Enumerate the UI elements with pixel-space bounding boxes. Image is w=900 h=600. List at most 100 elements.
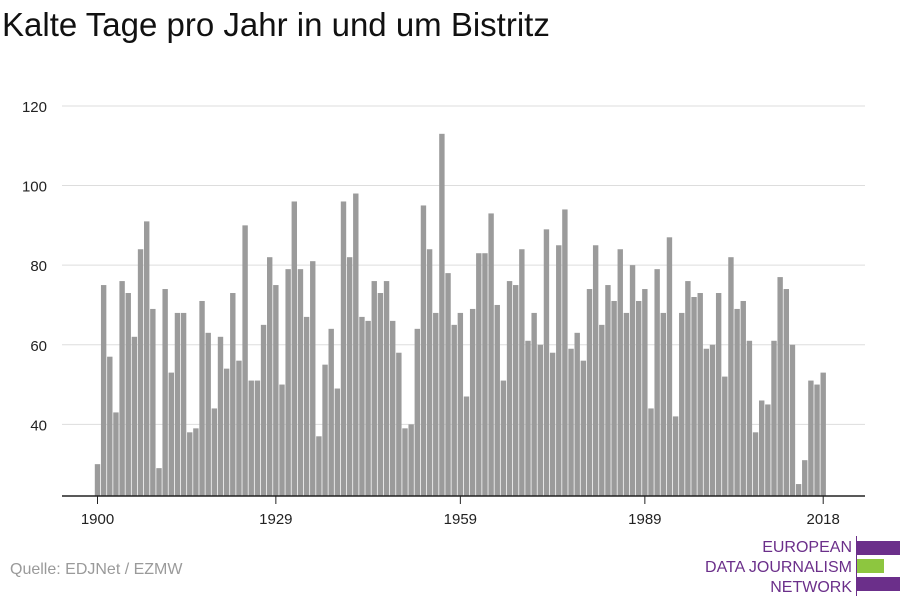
bar	[562, 209, 568, 496]
bar	[100, 285, 107, 496]
source-note: Quelle: EDJNet / EZMW	[10, 561, 183, 578]
bar	[623, 312, 630, 496]
bar	[113, 412, 119, 496]
bar	[107, 356, 113, 496]
bar	[734, 308, 740, 496]
bar	[193, 428, 199, 496]
y-tick-labels: 40 60 80 100 120	[22, 99, 47, 434]
bar	[728, 257, 734, 496]
chart-title: Kalte Tage pro Jahr in und um Bistritz	[2, 6, 550, 43]
x-tick-label: 1959	[444, 511, 477, 528]
bar	[340, 201, 347, 497]
bar	[586, 289, 593, 496]
bar	[297, 269, 304, 496]
bar	[365, 320, 371, 496]
bar	[242, 225, 248, 497]
bar	[433, 312, 439, 496]
bar	[199, 300, 205, 496]
bar	[144, 221, 150, 496]
bar	[451, 324, 457, 496]
bar	[285, 269, 291, 496]
bar	[672, 416, 679, 496]
bar	[574, 332, 580, 496]
bar	[334, 388, 341, 496]
bar	[310, 261, 316, 496]
bar	[820, 372, 826, 496]
y-tick-label: 100	[22, 179, 47, 196]
bar	[592, 245, 599, 496]
bar	[537, 344, 543, 496]
bar	[162, 289, 168, 496]
bar	[291, 201, 297, 497]
bar	[322, 364, 328, 496]
bar	[390, 320, 396, 496]
x-tick-label: 1929	[259, 511, 292, 528]
logo-divider	[856, 536, 857, 596]
bar	[648, 408, 654, 496]
bar	[599, 324, 605, 496]
bar	[715, 293, 722, 496]
bar	[328, 328, 334, 496]
bar	[795, 484, 802, 496]
bar	[316, 436, 322, 496]
bar	[525, 340, 531, 496]
bar	[654, 269, 660, 496]
bar	[740, 300, 746, 496]
edjnet-logo-icon	[857, 541, 900, 591]
bar	[211, 408, 218, 496]
bar	[187, 432, 193, 496]
bar	[679, 312, 685, 496]
bar	[396, 352, 402, 496]
bar	[383, 281, 390, 496]
bar	[414, 328, 420, 496]
bar	[94, 464, 101, 496]
bar	[513, 285, 519, 496]
bar	[260, 324, 267, 496]
bar	[463, 396, 470, 496]
bar	[605, 285, 611, 496]
bar	[156, 468, 162, 496]
bar	[783, 289, 789, 496]
bar	[346, 257, 353, 496]
bar	[445, 273, 451, 496]
bar	[660, 312, 666, 496]
edjnet-logo-text: EUROPEAN DATA JOURNALISM NETWORK	[705, 538, 852, 598]
bar	[506, 281, 513, 496]
bar	[131, 336, 138, 496]
bar	[137, 249, 144, 496]
bar	[457, 312, 464, 496]
bar	[223, 368, 230, 496]
bar	[488, 213, 494, 497]
bar	[722, 376, 728, 496]
bar	[420, 205, 427, 496]
bar	[765, 404, 771, 496]
bar	[377, 293, 384, 496]
bar	[568, 348, 574, 496]
bar	[254, 380, 261, 496]
bar	[814, 384, 820, 496]
bar	[500, 380, 507, 496]
bar	[426, 249, 433, 496]
bar	[303, 316, 310, 496]
logo-line-1: EUROPEAN	[762, 539, 852, 556]
bar	[279, 384, 285, 496]
bar	[476, 253, 482, 496]
bar	[703, 348, 710, 496]
bar	[248, 380, 254, 496]
x-tick-label: 1900	[81, 511, 114, 528]
bar	[230, 293, 236, 496]
bar	[697, 293, 703, 496]
logo-line-2: DATA JOURNALISM	[705, 559, 852, 576]
bar	[174, 312, 181, 496]
bar	[236, 360, 242, 496]
bar	[408, 424, 414, 496]
bar	[789, 344, 796, 496]
bar	[543, 229, 550, 496]
y-tick-label: 80	[30, 258, 47, 275]
bar	[217, 336, 224, 496]
bar	[617, 249, 623, 496]
bar	[771, 340, 777, 496]
bar	[685, 281, 691, 496]
bar	[273, 285, 279, 496]
